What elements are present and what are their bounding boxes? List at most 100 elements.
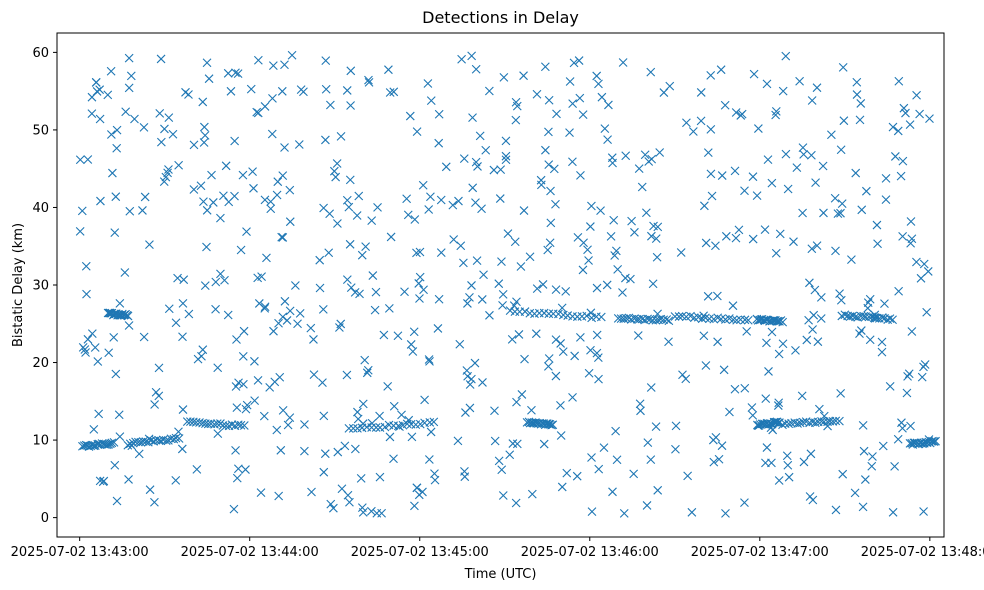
detection-point xyxy=(576,170,585,180)
detection-point xyxy=(540,62,550,72)
detection-point xyxy=(254,299,264,308)
detection-point xyxy=(847,255,856,265)
detection-point xyxy=(551,285,561,294)
detection-point xyxy=(82,289,91,299)
detection-point xyxy=(405,111,415,121)
detection-point xyxy=(424,355,434,364)
detection-point xyxy=(262,253,271,263)
detection-point xyxy=(93,357,103,366)
detection-point xyxy=(737,109,747,119)
detection-point xyxy=(664,337,673,347)
detection-point xyxy=(208,198,218,207)
detection-point xyxy=(807,96,817,105)
detection-point xyxy=(808,325,817,334)
chart-title: Detections in Delay xyxy=(422,8,579,27)
detection-point xyxy=(415,247,425,257)
detection-point xyxy=(917,372,927,382)
detection-point xyxy=(285,306,295,316)
detection-point xyxy=(96,196,105,206)
detection-point xyxy=(495,194,505,203)
detection-point xyxy=(885,314,895,323)
y-axis-ticks: 0 10 20 30 40 50 60 xyxy=(32,46,57,526)
detection-point xyxy=(881,195,891,204)
detection-point xyxy=(150,497,159,507)
detection-point xyxy=(343,490,353,500)
detection-point xyxy=(156,137,166,147)
detection-point xyxy=(253,375,263,385)
detection-point xyxy=(870,314,880,323)
detection-point xyxy=(664,316,674,326)
detection-point xyxy=(171,318,181,328)
detection-point xyxy=(511,115,521,125)
detection-point xyxy=(709,457,719,467)
detection-point xyxy=(831,505,841,515)
detection-point xyxy=(300,420,309,429)
detection-point xyxy=(642,501,652,510)
detection-point xyxy=(699,201,709,211)
detection-point xyxy=(408,347,418,356)
detection-point xyxy=(570,351,580,361)
detection-point xyxy=(307,487,316,497)
detection-point xyxy=(721,509,730,518)
detection-point xyxy=(367,418,377,428)
detection-point xyxy=(434,138,444,148)
detection-point xyxy=(836,295,846,305)
detection-point xyxy=(516,262,526,271)
detection-point xyxy=(767,178,777,188)
detection-point xyxy=(319,411,329,421)
detection-point xyxy=(924,435,934,444)
detection-point xyxy=(319,203,328,213)
detection-point xyxy=(775,229,785,239)
detection-point xyxy=(888,507,898,517)
detection-point xyxy=(140,192,150,202)
detection-point xyxy=(740,498,749,508)
detection-point xyxy=(627,216,636,226)
detection-point xyxy=(373,203,382,212)
detection-point xyxy=(178,332,187,342)
detection-point xyxy=(699,311,709,321)
detection-point xyxy=(633,331,643,340)
detection-point xyxy=(730,384,740,394)
detection-point xyxy=(350,444,360,454)
detection-point xyxy=(497,465,507,475)
detection-point xyxy=(806,449,816,459)
detection-point xyxy=(501,155,511,165)
detection-point xyxy=(897,418,906,428)
detection-point xyxy=(778,317,788,327)
detection-point xyxy=(449,235,459,244)
detection-point xyxy=(412,248,421,258)
detection-point xyxy=(619,508,629,518)
detection-point xyxy=(181,87,190,97)
detection-point xyxy=(596,312,606,322)
detection-point xyxy=(300,446,309,456)
detection-point xyxy=(872,220,882,230)
detection-point xyxy=(345,239,355,249)
detection-point xyxy=(318,378,327,387)
detection-point xyxy=(484,86,494,96)
detection-point xyxy=(734,225,744,235)
detection-point xyxy=(748,234,758,244)
detection-point xyxy=(688,127,698,136)
detection-point xyxy=(720,100,730,110)
detection-point xyxy=(154,391,164,401)
detection-point xyxy=(648,279,658,289)
x-tick-label: 2025-07-02 13:48:00 xyxy=(861,545,984,560)
detection-point xyxy=(703,148,713,158)
detection-point xyxy=(712,291,722,301)
detection-point xyxy=(603,135,612,145)
detection-point xyxy=(95,85,105,95)
detection-point xyxy=(383,381,393,391)
detection-point xyxy=(544,309,554,319)
detection-point xyxy=(585,222,595,231)
detection-point xyxy=(708,435,718,445)
detection-point xyxy=(799,457,809,467)
detection-point xyxy=(568,392,577,402)
detection-point xyxy=(110,460,120,470)
detection-point xyxy=(277,86,287,96)
detection-point xyxy=(471,64,481,74)
detection-point xyxy=(354,191,364,201)
detection-point xyxy=(81,261,91,271)
detection-point xyxy=(462,366,472,375)
detection-point xyxy=(111,192,121,202)
detection-point xyxy=(306,323,316,333)
